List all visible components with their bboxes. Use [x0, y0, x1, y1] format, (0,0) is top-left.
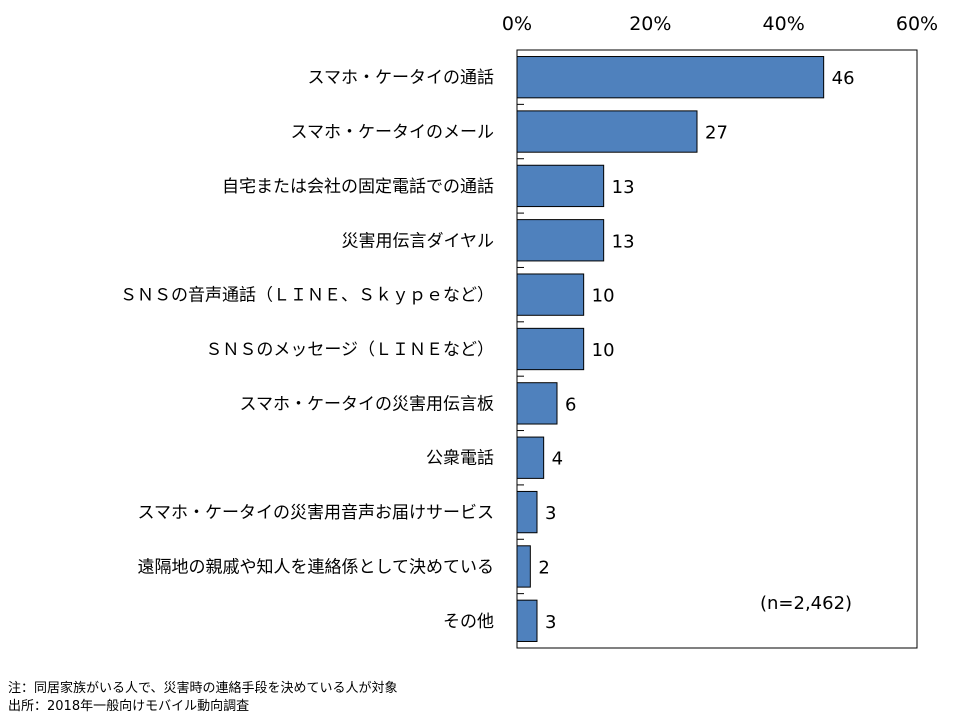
bar	[516, 436, 545, 479]
data-label: 27	[705, 123, 728, 144]
category-label: スマホ・ケータイの通話	[308, 68, 495, 88]
category-label: その他	[443, 612, 494, 632]
bar	[516, 490, 538, 534]
data-label: 13	[612, 177, 635, 198]
x-tick-label: 40%	[763, 13, 805, 35]
bar	[516, 219, 605, 262]
category-labels: スマホ・ケータイの通話スマホ・ケータイのメール自宅または会社の固定電話での通話災…	[120, 68, 494, 632]
category-label: 遠隔地の親戚や知人を連絡係として決めている	[138, 557, 495, 577]
category-label: スマホ・ケータイの災害用音声お届けサービス	[138, 503, 495, 523]
data-label: 13	[612, 231, 635, 252]
bar	[516, 382, 558, 425]
data-label: 6	[565, 394, 576, 415]
footnote-source: 出所：2018年一般向けモバイル動向調査	[8, 699, 250, 714]
data-label: 10	[592, 340, 615, 361]
category-label: 自宅または会社の固定電話での通話	[222, 177, 494, 197]
data-label: 3	[545, 612, 556, 633]
x-tick-label: 0%	[502, 13, 532, 35]
bar	[516, 110, 698, 153]
category-label: スマホ・ケータイのメール	[291, 123, 495, 143]
data-label: 10	[592, 286, 615, 307]
bar	[516, 327, 585, 371]
category-label: 公衆電話	[426, 449, 494, 469]
bar	[516, 164, 605, 208]
category-label: ＳＮＳの音声通話（ＬＩＮＥ、Ｓｋｙｐｅなど）	[120, 286, 494, 306]
bar	[516, 273, 585, 316]
bar	[516, 545, 531, 588]
bar	[516, 56, 825, 99]
category-label: 災害用伝言ダイヤル	[342, 231, 495, 251]
x-tick-label: 20%	[629, 13, 671, 35]
category-label: スマホ・ケータイの災害用伝言板	[240, 394, 495, 414]
data-label: 2	[538, 557, 549, 578]
data-label: 3	[545, 503, 556, 524]
x-axis-ticks: 0% 20% 40% 60%	[502, 13, 938, 595]
bars	[516, 56, 825, 642]
data-label: 4	[552, 449, 563, 470]
data-label: 46	[832, 68, 855, 89]
footnote-note: 注：同居家族がいる人で、災害時の連絡手段を決めている人が対象	[8, 681, 398, 696]
sample-size-annotation: (n=2,462)	[760, 593, 852, 614]
data-labels: 46 27 13 13 10 10 6 4 3 2 3	[538, 68, 854, 633]
x-tick-label: 60%	[896, 13, 938, 35]
bar	[516, 599, 538, 642]
category-label: ＳＮＳのメッセージ（ＬＩＮＥなど）	[205, 340, 494, 360]
